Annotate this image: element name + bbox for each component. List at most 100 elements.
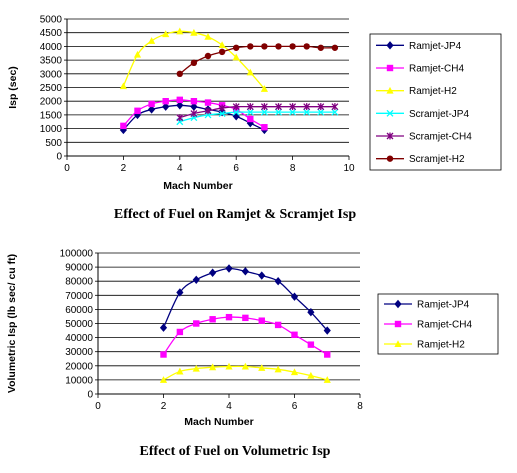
x-tick-label: 8: [290, 163, 296, 174]
data-point: [247, 115, 254, 123]
y-tick-label: 500: [45, 138, 62, 149]
data-point: [317, 108, 325, 116]
data-point: [317, 103, 325, 111]
series-line: [162, 316, 328, 356]
x-tick-label: 4: [226, 401, 232, 412]
data-point: [192, 364, 200, 372]
y-tick-label: 20000: [65, 361, 93, 372]
legend-label: Ramjet-JP4: [417, 300, 470, 311]
legend-item: Ramjet-H2: [384, 340, 465, 351]
data-point: [246, 108, 254, 116]
data-point: [258, 364, 266, 371]
y-tick-label: 3000: [40, 69, 63, 80]
data-point: [204, 107, 212, 115]
legend-item: Ramjet-CH4: [376, 64, 464, 75]
x-tick-label: 8: [357, 401, 363, 412]
data-point: [246, 68, 254, 76]
data-point: [258, 271, 266, 280]
series-ramjet-jp4: [159, 264, 331, 335]
y-tick-label: 90000: [65, 263, 93, 274]
data-point: [274, 365, 282, 373]
data-point: [218, 110, 226, 117]
data-point: [232, 103, 240, 111]
legend-marker: [394, 299, 402, 309]
data-point: [162, 98, 169, 105]
legend-label: Ramjet-H2: [417, 340, 465, 351]
x-tick-label: 2: [161, 401, 167, 412]
data-point: [176, 288, 184, 297]
x-axis-label: Mach Number: [184, 416, 253, 428]
data-point: [290, 368, 299, 376]
data-point: [176, 101, 184, 110]
data-point: [232, 53, 240, 61]
y-tick-label: 10000: [65, 375, 93, 386]
legend-marker: [386, 86, 394, 94]
data-point: [258, 317, 265, 324]
y-tick-label: 1000: [40, 124, 63, 135]
data-point: [303, 103, 311, 111]
data-point: [307, 341, 315, 348]
data-point: [133, 110, 142, 120]
legend-item: Ramjet-JP4: [384, 300, 470, 311]
data-point: [148, 105, 156, 114]
data-point: [331, 44, 339, 51]
legend: Ramjet-JP4 Ramjet-CH4 Ramjet-H2: [377, 293, 499, 355]
legend-item: Scramjet-CH4: [376, 132, 472, 143]
y-axis-label: Isp (sec): [7, 66, 19, 109]
data-point: [233, 44, 240, 51]
data-point: [190, 28, 198, 36]
data-point: [119, 82, 127, 90]
data-point: [275, 108, 282, 116]
data-point: [291, 331, 298, 338]
data-point: [241, 362, 249, 370]
figure-caption: Effect of Fuel on Ramjet & Scramjet Isp: [114, 207, 356, 222]
legend-marker: [386, 41, 394, 50]
series-scramjet-h2: [176, 43, 339, 78]
x-tick-label: 0: [64, 163, 70, 174]
chart-2: 0 10000 20000 30000 40000 50000 60000 70000 8000…: [6, 249, 499, 459]
data-point: [275, 43, 282, 50]
y-tick-label: 40000: [65, 333, 93, 344]
data-point: [133, 50, 142, 58]
legend-marker: [386, 132, 394, 140]
data-point: [274, 277, 282, 286]
data-point: [289, 43, 296, 50]
data-point: [323, 326, 331, 335]
data-point: [225, 362, 233, 370]
legend-label: Scramjet-CH4: [409, 132, 472, 143]
x-tick-label: 0: [95, 401, 101, 412]
data-point: [307, 371, 315, 379]
data-point: [218, 104, 226, 112]
series-line: [179, 105, 335, 119]
data-point: [247, 43, 254, 50]
data-point: [176, 70, 183, 78]
data-point: [260, 108, 268, 116]
data-point: [120, 122, 127, 130]
data-point: [232, 108, 240, 116]
data-point: [204, 99, 212, 106]
data-point: [331, 108, 339, 116]
data-point: [209, 363, 217, 371]
data-point: [148, 37, 156, 44]
data-point: [209, 268, 217, 277]
data-point: [274, 321, 282, 329]
y-axis-label: Volumetric Isp (lb sec/ cu ft): [6, 254, 18, 393]
data-point: [324, 351, 331, 358]
legend-marker: [386, 64, 394, 72]
y-tick-label: 0: [87, 390, 93, 401]
x-axis-label: Mach Number: [163, 180, 232, 192]
legend-marker: [386, 109, 394, 117]
data-point: [225, 264, 233, 273]
x-tick-label: 6: [233, 163, 239, 174]
data-point: [193, 320, 200, 327]
legend-box: [369, 33, 502, 171]
data-point: [331, 103, 339, 111]
y-tick-label: 100000: [60, 249, 94, 260]
y-tick-label: 2000: [40, 97, 63, 108]
legend-label: Ramjet-CH4: [409, 64, 464, 75]
legend-label: Ramjet-JP4: [409, 41, 462, 52]
legend-label: Scramjet-JP4: [409, 109, 469, 120]
data-point: [232, 112, 240, 121]
data-point: [289, 108, 297, 116]
